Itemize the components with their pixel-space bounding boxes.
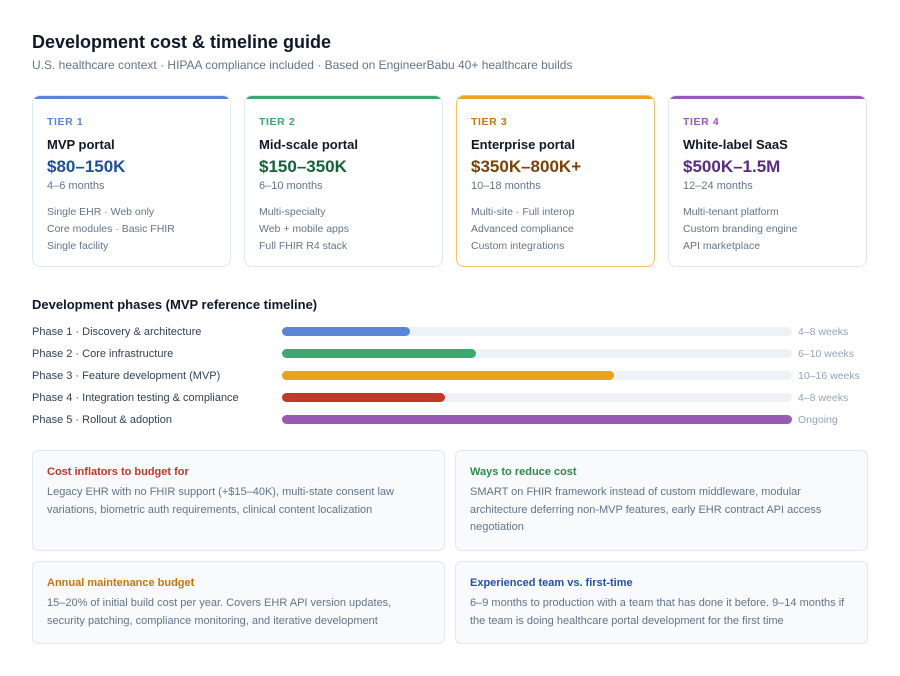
phase-progress-track (282, 371, 792, 380)
guide-page: Development cost & timeline guide U.S. h… (32, 31, 868, 644)
tier-feature: Core modules · Basic FHIR (47, 223, 175, 235)
team-experience-card: Experienced team vs. first-time 6–9 mont… (455, 561, 868, 644)
phase-row: Phase 4 · Integration testing & complian… (32, 390, 868, 406)
tier-card-4: TIER 4 White-label SaaS $500K–1.5M 12–24… (668, 95, 867, 267)
tier-price: $500K–1.5M (683, 157, 781, 176)
tier-feature: Multi-tenant platform (683, 206, 779, 218)
tier-accent-bar (245, 96, 442, 99)
tier-duration: 10–18 months (471, 180, 541, 192)
phase-progress-track (282, 393, 792, 402)
phase-progress-fill (282, 327, 410, 336)
tier-name: White-label SaaS (683, 137, 788, 152)
tier-label: TIER 1 (47, 116, 84, 128)
phase-duration: 10–16 weeks (798, 370, 860, 382)
note-body: SMART on FHIR framework instead of custo… (470, 486, 822, 533)
maintenance-budget-card: Annual maintenance budget 15–20% of init… (32, 561, 445, 644)
tier-name: Enterprise portal (471, 137, 576, 152)
phase-duration: 4–8 weeks (798, 326, 849, 338)
tier-price: $150–350K (259, 157, 347, 176)
tier-features: Multi-site · Full interop Advanced compl… (471, 204, 644, 255)
phase-label: Phase 1 · Discovery & architecture (32, 326, 202, 338)
tier-feature: Advanced compliance (471, 223, 574, 235)
phase-progress-fill (282, 371, 614, 380)
phase-progress-track (282, 415, 792, 424)
page-title: Development cost & timeline guide (32, 32, 332, 52)
tier-accent-bar (669, 96, 866, 99)
tier-feature: Web + mobile apps (259, 223, 349, 235)
phase-duration: 6–10 weeks (798, 348, 855, 360)
tier-accent-bar (457, 96, 654, 99)
note-title: Cost inflators to budget for (47, 466, 189, 478)
tier-feature: Full FHIR R4 stack (259, 240, 348, 252)
tier-duration: 6–10 months (259, 180, 323, 192)
phase-progress-fill (282, 415, 792, 424)
tier-accent-bar (33, 96, 230, 99)
tier-label: TIER 3 (471, 116, 508, 128)
tier-feature: Custom branding engine (683, 223, 798, 235)
tier-duration: 4–6 months (47, 180, 105, 192)
phase-progress-track (282, 349, 792, 358)
phase-duration: Ongoing (798, 414, 838, 426)
note-body: Legacy EHR with no FHIR support (+$15–40… (47, 486, 394, 516)
tier-card-1: TIER 1 MVP portal $80–150K 4–6 months Si… (32, 95, 231, 267)
tier-price: $80–150K (47, 157, 126, 176)
phase-progress-fill (282, 349, 476, 358)
note-body: 15–20% of initial build cost per year. C… (47, 597, 392, 627)
phase-progress-fill (282, 393, 446, 402)
tier-price: $350K–800K+ (471, 157, 582, 176)
tier-feature: Single facility (47, 240, 109, 252)
tier-duration: 12–24 months (683, 180, 753, 192)
phase-row: Phase 5 · Rollout & adoption Ongoing (32, 412, 868, 428)
phase-duration: 4–8 weeks (798, 392, 849, 404)
note-title: Experienced team vs. first-time (470, 577, 633, 589)
phase-label: Phase 4 · Integration testing & complian… (32, 392, 239, 404)
phases-title: Development phases (MVP reference timeli… (32, 297, 318, 312)
tier-cards: TIER 1 MVP portal $80–150K 4–6 months Si… (32, 95, 868, 269)
phase-row: Phase 2 · Core infrastructure 6–10 weeks (32, 346, 868, 362)
tier-name: Mid-scale portal (259, 137, 358, 152)
tier-label: TIER 4 (683, 116, 720, 128)
reduce-cost-card: Ways to reduce cost SMART on FHIR framew… (455, 450, 868, 551)
tier-label: TIER 2 (259, 116, 296, 128)
phase-row: Phase 3 · Feature development (MVP) 10–1… (32, 368, 868, 384)
tier-card-3: TIER 3 Enterprise portal $350K–800K+ 10–… (456, 95, 655, 267)
note-title: Annual maintenance budget (47, 577, 195, 589)
phase-label: Phase 2 · Core infrastructure (32, 348, 174, 360)
note-title: Ways to reduce cost (470, 466, 577, 478)
tier-features: Multi-specialty Web + mobile apps Full F… (259, 204, 432, 255)
phase-label: Phase 3 · Feature development (MVP) (32, 370, 221, 382)
tier-features: Single EHR · Web only Core modules · Bas… (47, 204, 220, 255)
tier-feature: API marketplace (683, 240, 761, 252)
cost-inflators-card: Cost inflators to budget for Legacy EHR … (32, 450, 445, 551)
tier-feature: Multi-site · Full interop (471, 206, 575, 218)
tier-feature: Single EHR · Web only (47, 206, 155, 218)
phase-row: Phase 1 · Discovery & architecture 4–8 w… (32, 324, 868, 340)
phase-progress-track (282, 327, 792, 336)
phase-label: Phase 5 · Rollout & adoption (32, 414, 173, 426)
tier-card-2: TIER 2 Mid-scale portal $150–350K 6–10 m… (244, 95, 443, 267)
tier-name: MVP portal (47, 137, 115, 152)
tier-features: Multi-tenant platform Custom branding en… (683, 204, 856, 255)
tier-feature: Custom integrations (471, 240, 565, 252)
page-subtitle: U.S. healthcare context · HIPAA complian… (32, 58, 573, 72)
tier-feature: Multi-specialty (259, 206, 326, 218)
note-body: 6–9 months to production with a team tha… (470, 597, 845, 627)
